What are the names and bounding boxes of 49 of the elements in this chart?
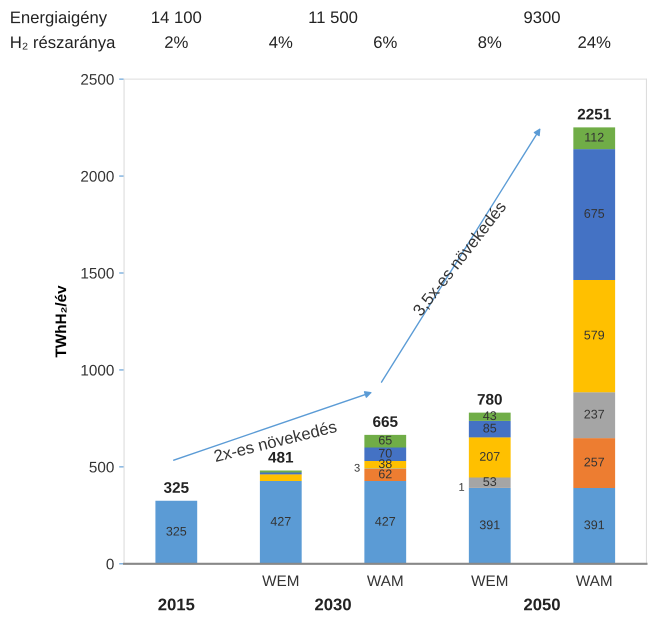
- y-tick-label: 2000: [81, 170, 114, 182]
- x-tick-label: WAM: [366, 575, 402, 586]
- text: 2030: [315, 598, 351, 610]
- total-label: 2251: [578, 108, 611, 120]
- text: 2050: [524, 598, 560, 610]
- total-label: 481: [268, 452, 294, 463]
- total-label: 665: [373, 416, 398, 428]
- data-label: 38: [378, 459, 392, 468]
- data-label: 1: [459, 483, 464, 491]
- data-label: 207: [480, 452, 500, 461]
- y-tick-label: 1000: [82, 364, 114, 376]
- text: Energiaigény: [11, 10, 108, 27]
- data-label: 325: [166, 526, 186, 536]
- text: 24%: [578, 36, 610, 48]
- text: 4%: [269, 36, 292, 48]
- data-label: 43: [483, 411, 496, 420]
- data-label: 85: [483, 424, 496, 433]
- y-axis-title: TWhH₂/év: [54, 285, 67, 358]
- x-tick-label: WAM: [576, 575, 612, 586]
- y-tick-label: 1500: [82, 268, 114, 279]
- text: 9300: [524, 11, 560, 24]
- x-tick-label: WEM: [471, 575, 508, 586]
- data-label: 70: [378, 448, 392, 458]
- text: 2015: [158, 598, 194, 610]
- text: 14 100: [152, 11, 202, 24]
- data-label: 391: [480, 520, 500, 530]
- data-label: 112: [585, 132, 604, 142]
- y-tick-label: 500: [89, 462, 114, 473]
- text: 6%: [374, 36, 397, 48]
- data-label: 237: [584, 410, 604, 419]
- data-label: 3: [354, 464, 360, 472]
- text: 8%: [478, 36, 502, 48]
- y-tick-label: 0: [106, 558, 114, 570]
- total-label: 780: [478, 394, 502, 405]
- data-label: 62: [378, 470, 392, 478]
- data-label: 675: [584, 209, 604, 218]
- text: 2%: [165, 36, 188, 48]
- total-label: 325: [164, 482, 189, 493]
- text: H₂ részaránya: [11, 36, 116, 52]
- data-label: 579: [584, 330, 604, 340]
- data-label: 53: [483, 477, 496, 486]
- data-label: 391: [584, 520, 604, 530]
- data-label: 257: [584, 458, 604, 466]
- data-label: 427: [270, 516, 291, 526]
- data-label: 427: [375, 516, 396, 526]
- y-tick-label: 2500: [81, 74, 114, 85]
- x-tick-label: WEM: [262, 575, 298, 586]
- data-label: 65: [378, 436, 392, 445]
- text: 11 500: [309, 11, 358, 24]
